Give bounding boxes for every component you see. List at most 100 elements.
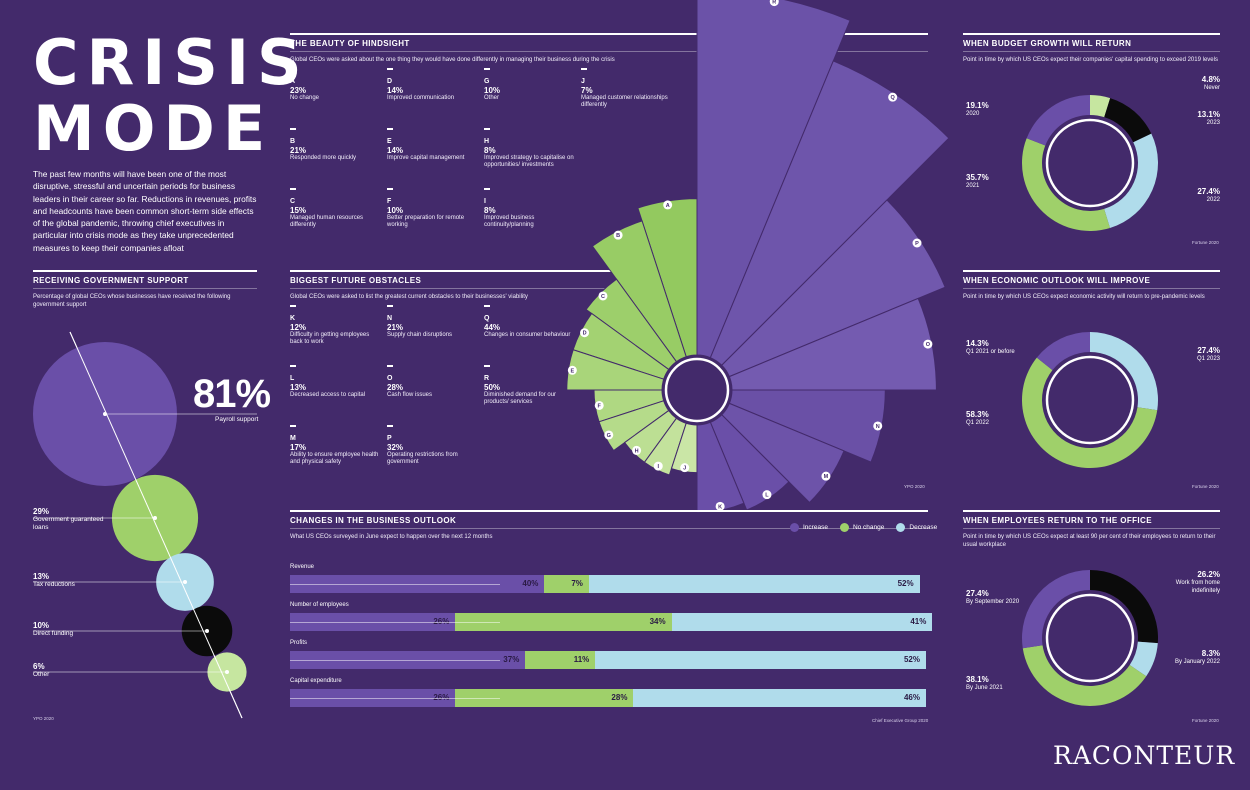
obstacle-letter: O [387,374,393,382]
obstacle-letter: N [387,314,393,322]
radial-bar-chart: R Q P O N M L K A B C D E F G H I J [566,0,950,514]
donut-slice [1022,645,1147,706]
hindsight-pct: 15% [290,205,307,215]
radial-marker-a [663,200,673,210]
radial-label-r: R [772,0,776,6]
bar-segment-no-change: 11% [525,651,596,669]
title-line-2: MODE [33,92,274,165]
budget-subtitle: Point in time by which US CEOs expect th… [963,57,1218,63]
bar-value-label: 52% [897,579,914,588]
bar-value-label: 26% [433,617,449,626]
gov-dot [225,670,229,674]
radial-label-i: I [657,464,659,470]
donut-inner-ring [1045,118,1135,208]
bar-segment-decrease: 52% [595,651,926,669]
bar-value-label: 28% [611,693,628,702]
donut-slice [1022,138,1110,231]
hindsight-desc: Improve capital management [387,154,465,161]
gov-source: YPO 2020 [33,716,54,721]
radial-marker-l [762,490,772,500]
obstacle-desc: Ability to ensure employee health and ph… [290,451,379,466]
hindsight-pct: 8% [484,145,496,155]
bar-category-label: Capital expenditure [290,678,342,684]
hindsight-item-d: D 14% Improved communication [387,68,477,102]
radial-marker-n [873,421,883,431]
radial-label-j: J [683,466,686,472]
office-header: WHEN EMPLOYEES RETURN TO THE OFFICE Poin… [963,510,1220,549]
bar-segment-no-change: 7% [544,575,589,593]
obstacle-item-p: P 32% Operating restrictions from governme… [387,425,477,467]
radial-label-a: A [666,203,670,209]
legend-no-change: No change [839,523,884,532]
bar-segment-no-change: 34% [455,613,672,631]
radial-wedge-e [566,349,665,391]
economy-title: WHEN ECONOMIC OUTLOOK WILL IMPROVE [963,272,1220,289]
outlook-legend: Increase No change Decrease [790,523,937,532]
hindsight-item-b: B 21% Responded more quickly [290,128,380,162]
budget-label-2022: 27.4% 2022 [1197,187,1220,204]
obstacle-item-n: N 21% Supply chain disruptions [387,305,477,339]
hindsight-pct: 21% [290,145,307,155]
bar-value-label: 52% [903,655,920,664]
hindsight-pct: 23% [290,85,307,95]
radial-marker-b [613,230,623,240]
hindsight-item-g: G 10% Other [484,68,574,102]
hindsight-letter: B [290,137,296,145]
radial-wedge-l [709,414,790,511]
office-label-jan2022: 8.3% By January 2022 [1174,649,1220,666]
gov-item-loans: 29% Government guaranteed loans [33,507,104,532]
hindsight-item-h: H 8% Improved strategy to capitalise on op… [484,128,574,170]
hindsight-desc: Improved communication [387,94,455,101]
raconteur-logo: RACONTEUR [1053,741,1236,770]
bar-value-label: 7% [571,579,583,588]
economy-label-2023: 27.4% Q1 2023 [1196,346,1220,363]
radial-marker-m [821,471,831,481]
obstacle-letter: Q [484,314,490,322]
radial-label-f: F [598,403,602,409]
obstacle-pct: 17% [290,442,307,452]
obstacles-subtitle: Global CEOs were asked to list the great… [290,294,528,300]
radial-label-g: G [607,433,611,439]
economy-label-2021: 14.3% Q1 2021 or before [966,339,1015,356]
hindsight-desc: Managed human resources differently [290,214,364,229]
gov-bubble-chart [33,331,257,719]
radial-marker-k [715,501,725,511]
donut-slice [1104,133,1158,228]
office-donut [1022,570,1158,706]
radial-label-o: O [926,342,931,348]
gov-title: RECEIVING GOVERNMENT SUPPORT [33,272,257,289]
bar-segment-no-change: 28% [455,689,634,707]
office-title: WHEN EMPLOYEES RETURN TO THE OFFICE [963,512,1220,529]
obstacle-pct: 32% [387,442,404,452]
hindsight-item-c: C 15% Managed human resources differently [290,188,380,230]
obstacle-item-l: L 13% Decreased access to capital [290,365,380,399]
radial-label-l: L [765,493,769,499]
obstacle-pct: 28% [387,382,404,392]
bar-value-label: 40% [522,579,539,588]
legend-increase: Increase [790,523,828,532]
gov-item-tax: 13% Tax reductions [33,572,75,589]
obstacle-desc: Diminished demand for our products/ serv… [484,391,557,406]
office-source: Fortune 2020 [1192,718,1219,723]
hindsight-item-i: I 8% Improved business continuity/planning [484,188,574,230]
bar-category-label: Profits [290,640,308,646]
hindsight-desc: Improved strategy to capitalise on oppor… [484,154,574,169]
bar-category-label: Revenue [290,564,315,570]
radial-wedge-n [728,389,886,463]
radial-wedge-p [721,199,946,378]
bar-row: 26% 34% 41% [290,613,933,631]
radial-marker-q [888,92,898,102]
obstacle-letter: P [387,434,392,442]
radial-wedge-r [696,0,851,359]
obstacle-desc: Operating restrictions from government [387,451,458,466]
economy-header: WHEN ECONOMIC OUTLOOK WILL IMPROVE Point… [963,270,1220,301]
outlook-subtitle: What US CEOs surveyed in June expect to … [290,534,493,540]
obstacle-letter: L [290,374,295,382]
bar-segment-decrease: 46% [633,689,926,707]
gov-header: RECEIVING GOVERNMENT SUPPORT Percentage … [33,270,257,309]
office-label-wfh: 26.2% Work from home indefinitely [1175,570,1220,595]
radial-marker-o [923,339,933,349]
bar-guide-line [290,622,500,623]
radial-wedge-b [591,220,687,363]
hindsight-header: THE BEAUTY OF HINDSIGHT Global CEOs were… [290,33,928,64]
